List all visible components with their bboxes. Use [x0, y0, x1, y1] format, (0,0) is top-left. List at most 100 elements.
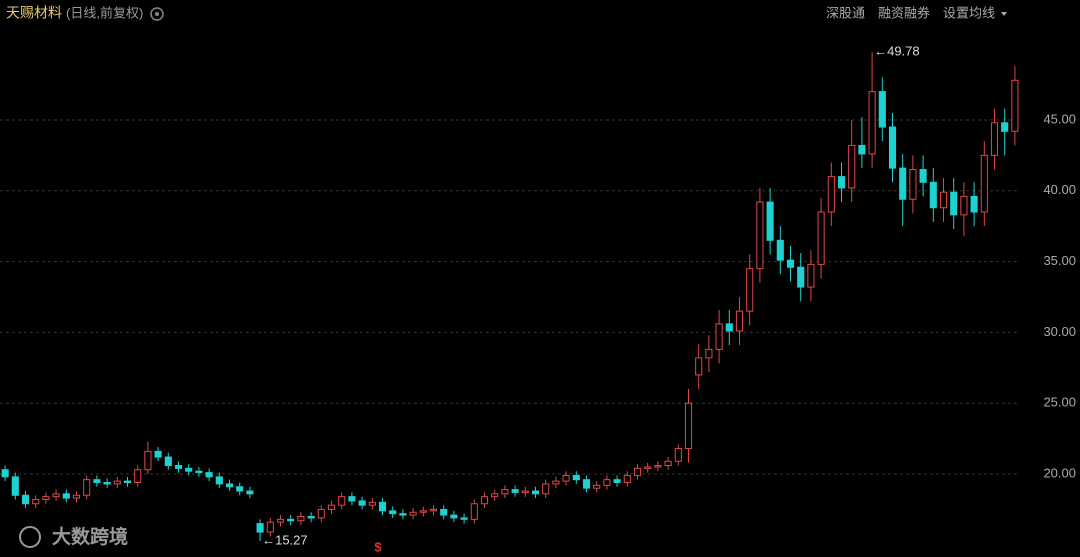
- candle-body: [531, 490, 540, 495]
- candle-body: [960, 195, 968, 216]
- candle-body: [491, 493, 499, 498]
- candle-body: [990, 122, 999, 156]
- candle-body: [419, 510, 427, 513]
- candle-body: [644, 466, 652, 469]
- candle-body: [562, 474, 570, 482]
- candle-body: [878, 91, 886, 128]
- logo-mark: [19, 526, 41, 548]
- candle-body: [287, 518, 295, 522]
- candle-body: [113, 480, 121, 485]
- watermark-logo: 大数跨境: [19, 525, 128, 548]
- candle-body: [215, 476, 223, 485]
- gear-center: [155, 12, 159, 16]
- candle-body: [919, 169, 927, 183]
- candle-body: [623, 474, 631, 484]
- candle-body: [256, 523, 264, 533]
- candle-body: [276, 518, 285, 523]
- candle-body: [950, 191, 958, 216]
- candle-body: [205, 472, 213, 478]
- menu-item[interactable]: 深股通: [826, 5, 865, 20]
- dropdown-arrow[interactable]: [1001, 12, 1007, 16]
- candle-body: [633, 467, 642, 476]
- candle-body: [83, 479, 91, 496]
- max-annotation: ←49.78: [874, 44, 920, 59]
- candle-body: [225, 483, 234, 488]
- candle-body: [572, 474, 580, 481]
- candle-body: [368, 501, 376, 506]
- candle-body: [1011, 79, 1019, 132]
- candle-body: [460, 517, 468, 520]
- candle-body: [501, 489, 509, 495]
- candle-body: [705, 348, 713, 359]
- candle-body: [868, 91, 876, 155]
- candle-body: [837, 176, 846, 189]
- candle-body: [827, 176, 835, 213]
- candle-body: [552, 480, 560, 485]
- candle-body: [154, 450, 162, 458]
- candle-body: [123, 480, 132, 484]
- candle-body: [134, 469, 142, 484]
- candle-body: [756, 201, 764, 270]
- settings-icon[interactable]: [150, 7, 164, 21]
- candle-body: [725, 323, 733, 332]
- y-tick-label: 30.00: [1043, 324, 1076, 339]
- candle-body: [715, 323, 723, 350]
- candle-body: [786, 259, 795, 268]
- menu-item[interactable]: 设置均线: [943, 5, 995, 20]
- candle-body: [317, 508, 325, 519]
- candle-body: [440, 508, 448, 516]
- candle-body: [450, 514, 458, 519]
- candle-body: [378, 501, 387, 512]
- candle-body: [103, 482, 111, 485]
- candle-body: [654, 465, 662, 468]
- candle-body: [735, 310, 744, 332]
- candle-body: [307, 515, 315, 519]
- candle-body: [776, 239, 784, 261]
- menu-item[interactable]: 融资融券: [878, 5, 930, 20]
- candle-body: [695, 357, 703, 376]
- candle-body: [327, 504, 336, 510]
- candle-body: [858, 144, 866, 155]
- candle-body: [195, 470, 203, 474]
- gear: [150, 7, 164, 21]
- min-annotation: ←15.27: [262, 532, 308, 547]
- candle-body: [174, 465, 183, 469]
- candle-body: [511, 489, 519, 493]
- candle-body: [93, 479, 101, 484]
- candle-body: [664, 460, 672, 467]
- candle-body: [888, 126, 897, 169]
- candle-body: [236, 486, 244, 492]
- candle-body: [542, 483, 550, 495]
- candle-body: [582, 479, 591, 489]
- y-tick-label: 45.00: [1043, 111, 1076, 126]
- candle-body: [409, 511, 417, 516]
- candle-body: [980, 154, 988, 213]
- candle-body: [21, 494, 30, 505]
- candle-body: [521, 490, 529, 493]
- candle-body: [970, 195, 978, 213]
- candle-body: [338, 496, 346, 506]
- candle-body: [246, 490, 254, 495]
- candle-body: [603, 479, 611, 486]
- candle-body: [164, 456, 172, 467]
- stock-title: 天赐材料: [6, 5, 62, 21]
- candle-body: [817, 211, 825, 265]
- candle-body: [1001, 122, 1009, 132]
- candle-body: [909, 169, 917, 200]
- candle-body: [929, 181, 937, 209]
- candle-body: [297, 515, 305, 522]
- candle-body: [797, 266, 805, 288]
- candle-body: [746, 268, 754, 312]
- candle-body: [11, 476, 19, 496]
- y-tick-label: 20.00: [1043, 465, 1076, 480]
- candle-body: [470, 503, 478, 520]
- candle-body: [429, 508, 438, 512]
- candle-body: [32, 499, 40, 505]
- y-tick-label: 35.00: [1043, 253, 1076, 268]
- candle-body: [348, 496, 356, 502]
- candle-body: [1, 469, 9, 478]
- chart-mode: (日线,前复权): [66, 5, 143, 20]
